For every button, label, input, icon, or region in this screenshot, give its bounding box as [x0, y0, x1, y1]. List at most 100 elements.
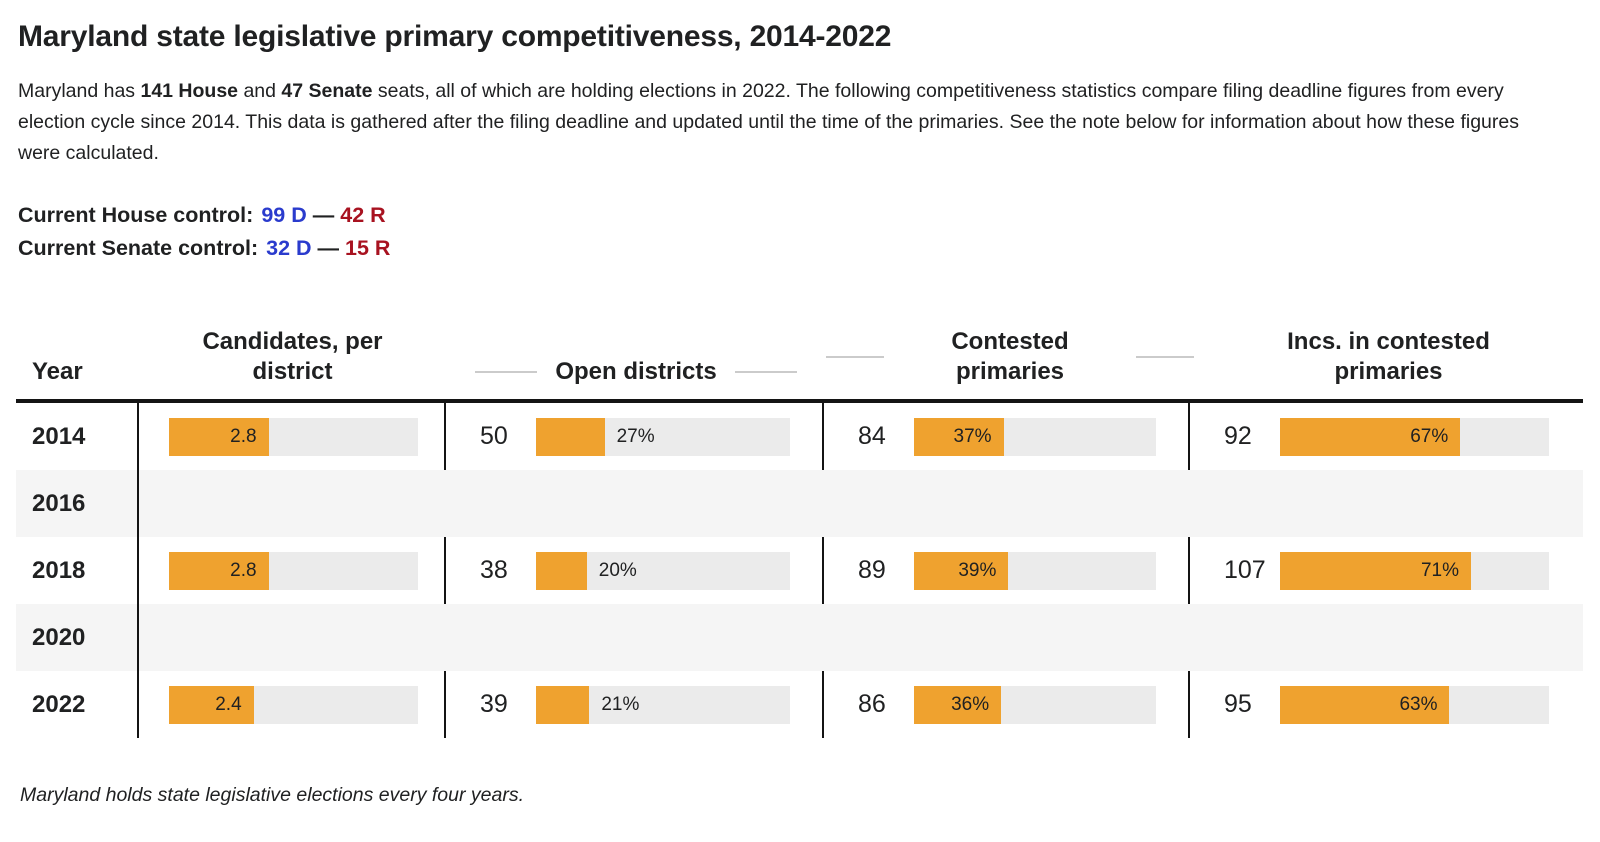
contested-primaries-cell: 84 37%: [822, 403, 1190, 470]
open-districts-cell: 50 27%: [444, 403, 824, 470]
bar-value-label: 20%: [598, 559, 637, 581]
incs-in-contested-cell: 95 63%: [1188, 671, 1583, 738]
senate-rep-count: 15 R: [345, 236, 391, 260]
header-dash-line: [1136, 356, 1195, 358]
bar-fill: 63%: [1280, 685, 1450, 724]
header-candidates-label: Candidates, per district: [202, 328, 383, 385]
header-incs-label: Incs. in contested primaries: [1287, 328, 1490, 385]
bar-value-label: 39%: [958, 559, 997, 581]
empty-row-area: [139, 470, 1583, 537]
control-dash: —: [317, 236, 340, 260]
competitiveness-table: Year Candidates, per district Open distr…: [16, 295, 1583, 738]
bar-value-label: 36%: [951, 693, 990, 715]
candidates-bar: 2.4: [169, 685, 418, 724]
intro-paragraph: Maryland has 141 House and 47 Senate sea…: [18, 76, 1563, 169]
open-districts-count: 39: [480, 690, 508, 718]
contested-primaries-cell: 89 39%: [822, 537, 1190, 604]
table-row-2022: 2022 2.4 39 21% 86 36% 95 63%: [16, 671, 1583, 738]
table-row-2020: 2020: [16, 604, 1583, 671]
bar-fill: 2.4: [169, 685, 254, 724]
candidates-cell: 2.8: [139, 537, 446, 604]
page: Maryland state legislative primary compe…: [16, 20, 1584, 806]
header-contested-label: Contested primaries: [951, 328, 1069, 385]
header-open-label: Open districts: [555, 358, 717, 385]
open-districts-bar: 20%: [536, 551, 790, 590]
bar-value-label: 67%: [1410, 425, 1449, 447]
bar-value-label: 63%: [1399, 693, 1438, 715]
bar-fill: 37%: [914, 417, 1004, 456]
year-cell: 2022: [16, 671, 139, 738]
bar-fill: 67%: [1280, 417, 1461, 456]
header-contested-primaries: Contested primaries: [826, 327, 1195, 387]
bar-fill: 36%: [914, 685, 1002, 724]
contested-primaries-cell: 86 36%: [822, 671, 1190, 738]
empty-row-area: [139, 604, 1583, 671]
contested-primaries-count: 89: [858, 556, 886, 584]
candidates-bar: 2.8: [169, 417, 418, 456]
header-dash-line: [826, 356, 884, 358]
page-title: Maryland state legislative primary compe…: [18, 20, 892, 53]
bar-fill: 71%: [1280, 551, 1471, 590]
incs-in-contested-bar: 63%: [1280, 685, 1549, 724]
year-cell: 2018: [16, 537, 139, 604]
table-footnote: Maryland holds state legislative electio…: [20, 784, 524, 806]
incs-in-contested-cell: 107 71%: [1188, 537, 1583, 604]
bar-value-label: 2.8: [230, 425, 257, 447]
house-control-line: Current House control: 99 D —42 R: [18, 199, 1584, 232]
senate-seats-bold: 47 Senate: [281, 80, 373, 102]
bar-fill: [536, 685, 590, 724]
open-districts-cell: 38 20%: [444, 537, 824, 604]
open-districts-cell: 39 21%: [444, 671, 824, 738]
candidates-cell: 2.4: [139, 671, 446, 738]
header-dash-line: [734, 371, 797, 373]
incs-in-contested-count: 95: [1224, 690, 1252, 718]
contested-primaries-count: 84: [858, 422, 886, 450]
table-header-row: Year Candidates, per district Open distr…: [16, 295, 1583, 403]
bar-fill: [536, 551, 587, 590]
house-rep-count: 42 R: [340, 203, 386, 227]
open-districts-bar: 27%: [536, 417, 790, 456]
intro-text: seats, all of which are holding election…: [18, 80, 1519, 164]
candidates-cell: 2.8: [139, 403, 446, 470]
year-cell: 2016: [16, 470, 139, 537]
contested-primaries-bar: 37%: [914, 417, 1156, 456]
bar-value-label: 71%: [1420, 559, 1459, 581]
contested-primaries-count: 86: [858, 690, 886, 718]
intro-text: Maryland has: [18, 80, 141, 102]
incs-in-contested-bar: 67%: [1280, 417, 1549, 456]
table-row-2016: 2016: [16, 470, 1583, 537]
year-cell: 2020: [16, 604, 139, 671]
incs-in-contested-bar: 71%: [1280, 551, 1549, 590]
incs-in-contested-count: 107: [1224, 556, 1266, 584]
chamber-control-block: Current House control: 99 D —42 R Current …: [18, 199, 1584, 265]
bar-fill: [536, 417, 605, 456]
bar-value-label: 2.4: [215, 693, 242, 715]
incs-in-contested-cell: 92 67%: [1188, 403, 1583, 470]
header-dash-line: [475, 371, 538, 373]
senate-control-label: Current Senate control:: [18, 236, 259, 260]
house-dem-count: 99 D: [261, 203, 307, 227]
candidates-bar: 2.8: [169, 551, 418, 590]
header-candidates-per-district: Candidates, per district: [139, 327, 446, 387]
senate-control-line: Current Senate control: 32 D —15 R: [18, 232, 1584, 265]
year-cell: 2014: [16, 403, 139, 470]
incs-in-contested-count: 92: [1224, 422, 1252, 450]
bar-fill: 39%: [914, 551, 1009, 590]
contested-primaries-bar: 36%: [914, 685, 1156, 724]
bar-fill: 2.8: [169, 551, 269, 590]
header-incs-in-contested: Incs. in contested primaries: [1194, 327, 1583, 387]
bar-value-label: 27%: [616, 425, 655, 447]
contested-primaries-bar: 39%: [914, 551, 1156, 590]
table-row-2014: 2014 2.8 50 27% 84 37% 92 67%: [16, 403, 1583, 470]
table-row-2018: 2018 2.8 38 20% 89 39% 107 71%: [16, 537, 1583, 604]
bar-value-label: 21%: [601, 693, 640, 715]
bar-fill: 2.8: [169, 417, 269, 456]
header-open-districts: Open districts: [446, 357, 826, 387]
control-dash: —: [312, 203, 335, 227]
header-year: Year: [32, 358, 83, 385]
open-districts-bar: 21%: [536, 685, 790, 724]
house-seats-bold: 141 House: [140, 80, 239, 102]
bar-value-label: 37%: [953, 425, 992, 447]
house-control-label: Current House control:: [18, 203, 254, 227]
open-districts-count: 38: [480, 556, 508, 584]
